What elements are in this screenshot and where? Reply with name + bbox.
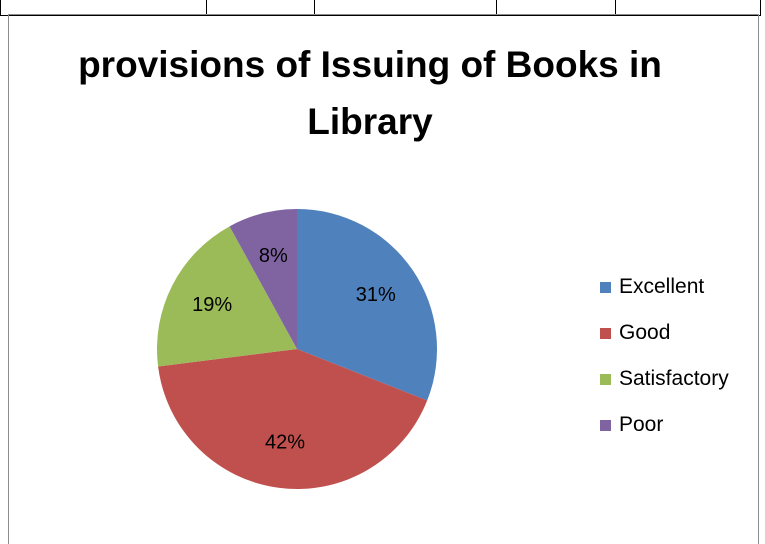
pie-slice-poor (229, 209, 297, 349)
pie-slice-excellent (297, 209, 437, 401)
table-row-strip (0, 0, 761, 16)
pie-data-label-good: 42% (265, 432, 305, 454)
legend-item-good: Good (600, 310, 729, 356)
legend-item-satisfactory: Satisfactory (600, 356, 729, 402)
legend-label: Excellent (619, 275, 705, 298)
chart-title: provisions of Issuing of Books in Librar… (78, 44, 662, 142)
legend-swatch (600, 327, 611, 339)
legend-item-excellent: Excellent (600, 264, 729, 310)
table-cell-divider (206, 0, 207, 15)
pie-data-label-satisfactory: 19% (192, 294, 232, 316)
pie-slice-good (158, 349, 428, 489)
table-cell-divider (496, 0, 497, 15)
legend-swatch (600, 419, 611, 431)
legend-item-poor: Poor (600, 402, 729, 448)
legend-swatch (600, 281, 611, 293)
chart-frame (8, 14, 759, 544)
pie-data-label-poor: 8% (259, 245, 288, 267)
legend-swatch (600, 373, 611, 385)
pie-slice-satisfactory (157, 226, 297, 367)
legend-label: Satisfactory (619, 367, 729, 390)
chart-legend: Excellent Good Satisfactory Poor (600, 264, 729, 448)
table-cell-divider (615, 0, 616, 15)
table-cell-divider (314, 0, 315, 15)
legend-label: Poor (619, 413, 664, 436)
legend-label: Good (619, 321, 671, 344)
pie-data-label-excellent: 31% (356, 284, 396, 306)
